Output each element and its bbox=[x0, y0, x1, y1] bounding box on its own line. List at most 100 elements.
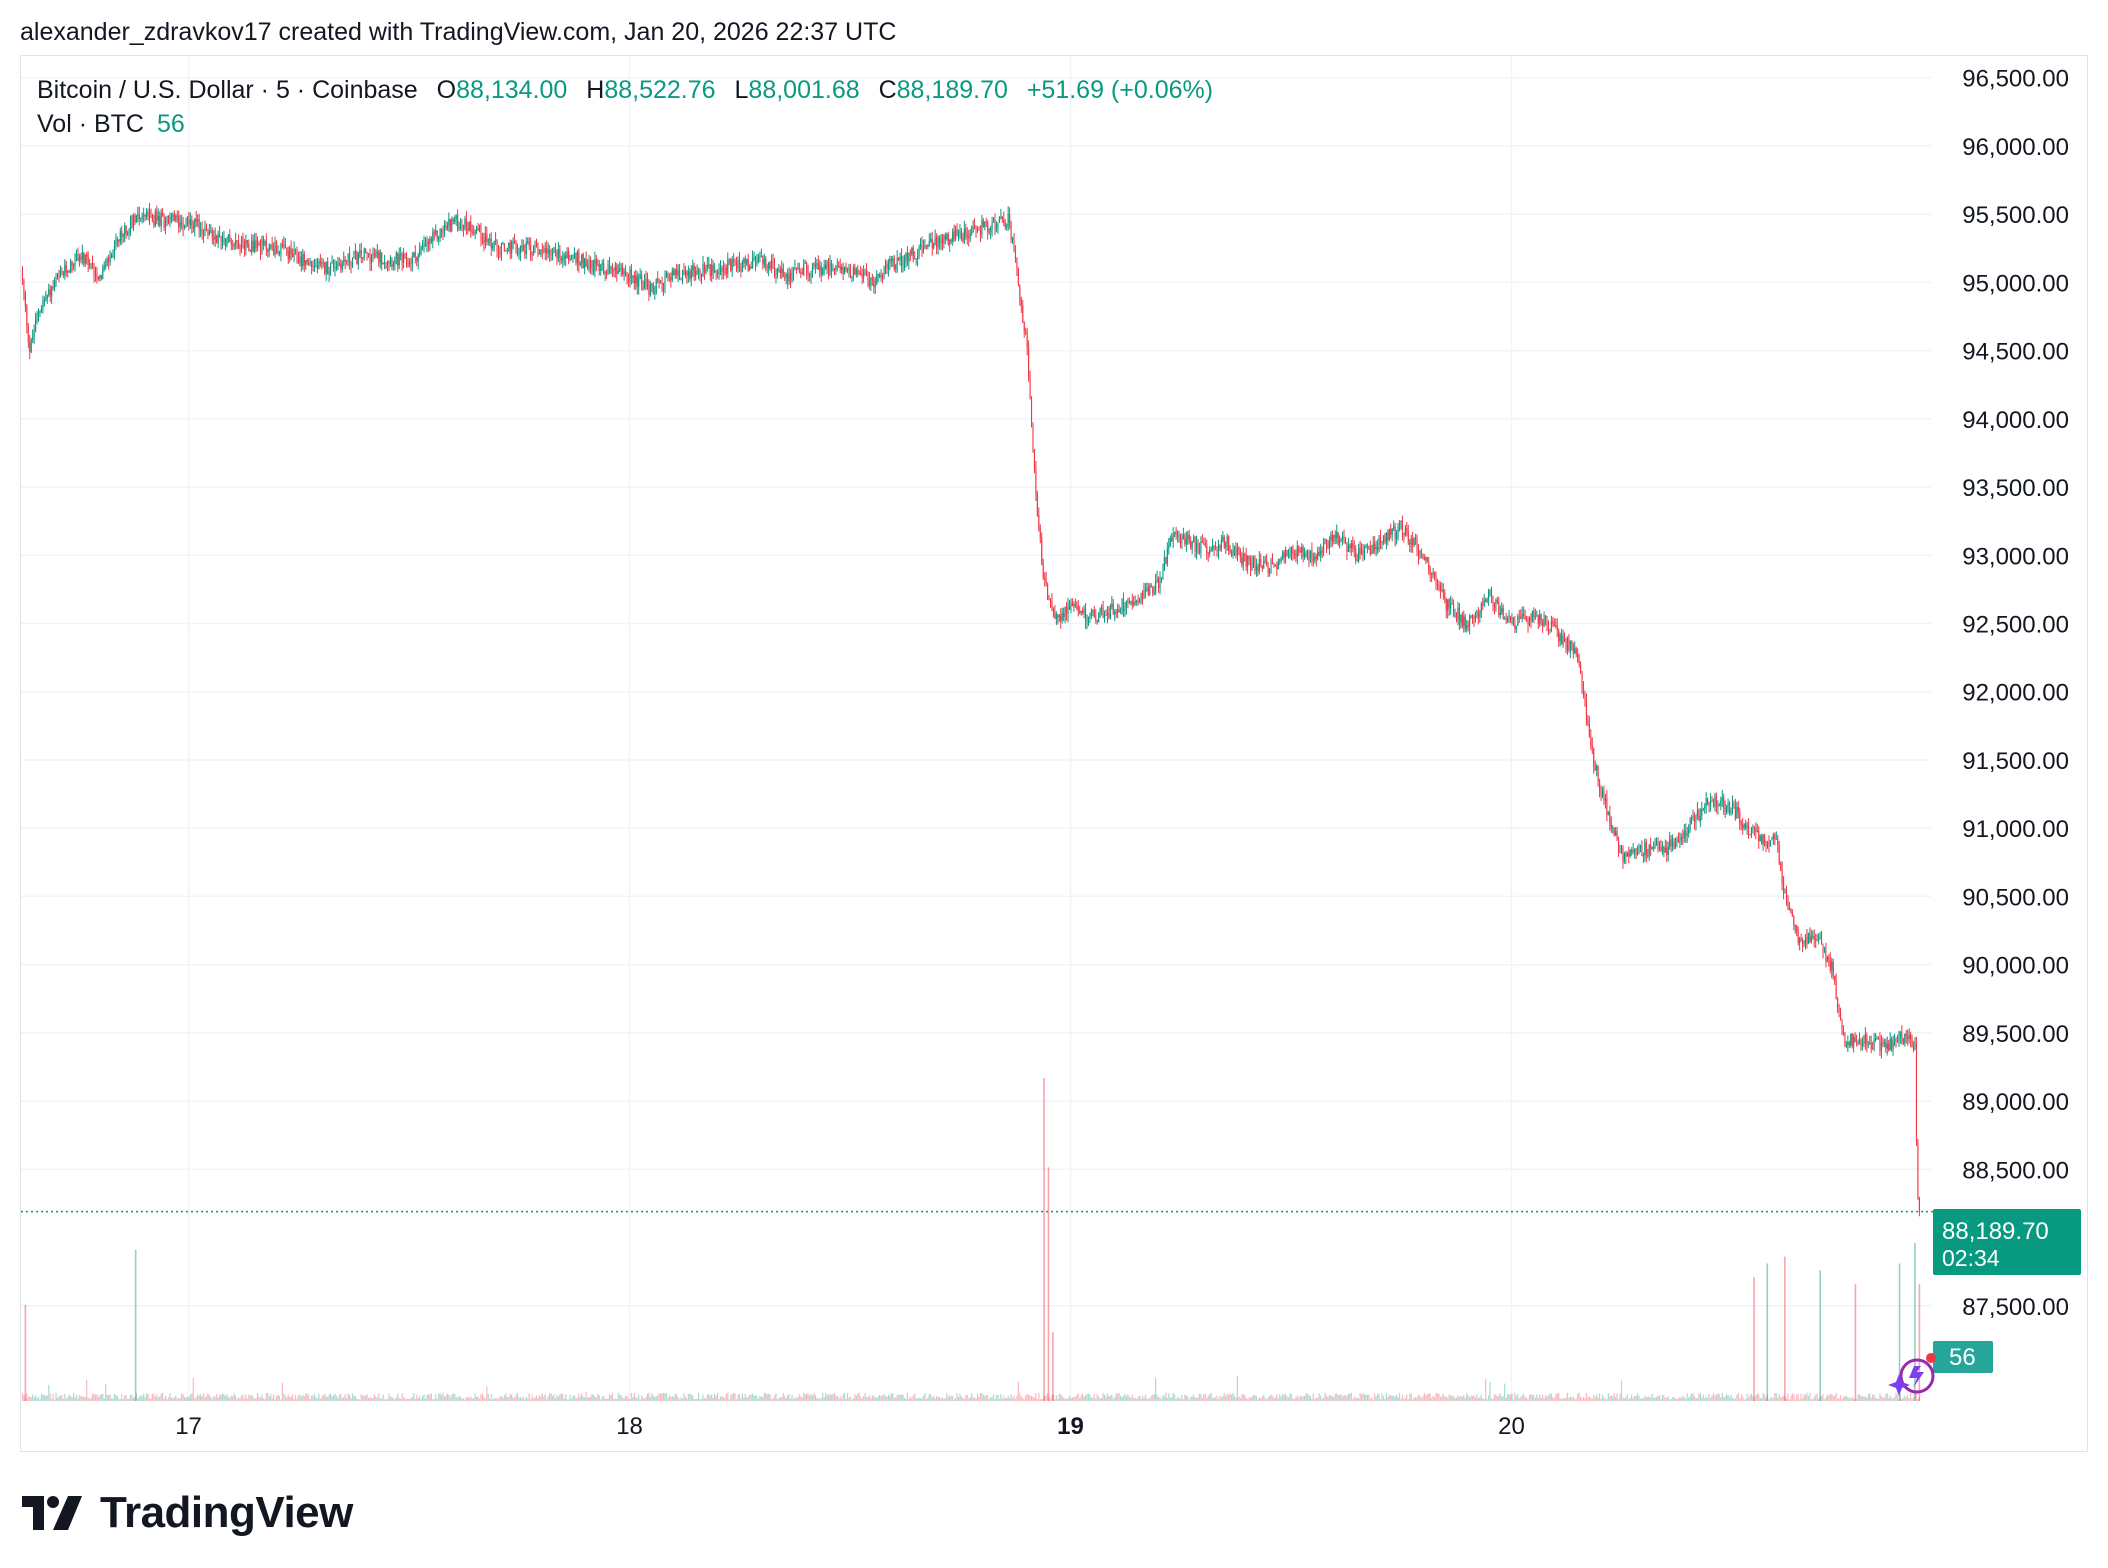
candle-body bbox=[1049, 599, 1052, 601]
candle-body bbox=[1143, 590, 1145, 599]
candle-body bbox=[956, 229, 958, 236]
candle-body bbox=[1350, 543, 1352, 549]
volume-bar bbox=[398, 1398, 400, 1401]
volume-bar bbox=[173, 1397, 175, 1401]
candle-body bbox=[347, 253, 349, 262]
volume-bar bbox=[1829, 1393, 1831, 1401]
candle-body bbox=[191, 219, 193, 226]
volume-bar bbox=[1052, 1394, 1055, 1401]
volume-bar bbox=[1247, 1398, 1249, 1401]
candle-body bbox=[1825, 949, 1827, 962]
candle-body bbox=[223, 238, 225, 240]
volume-bar bbox=[251, 1394, 253, 1401]
candle-body bbox=[1191, 541, 1193, 548]
volume-bar bbox=[1850, 1398, 1852, 1401]
tradingview-logo[interactable]: TradingView bbox=[22, 1488, 353, 1538]
volume-bar bbox=[423, 1394, 425, 1401]
volume-bar bbox=[1407, 1399, 1409, 1401]
candle-body bbox=[915, 258, 917, 260]
volume-bar bbox=[1873, 1394, 1875, 1401]
candle-body bbox=[645, 278, 647, 287]
candle-body bbox=[937, 236, 939, 247]
candle-body bbox=[664, 276, 666, 289]
volume-bar bbox=[271, 1397, 273, 1401]
volume-bar bbox=[440, 1395, 443, 1401]
candle-body bbox=[1553, 623, 1555, 626]
volume-bar bbox=[435, 1394, 437, 1401]
volume-bar bbox=[200, 1394, 202, 1401]
candle-body bbox=[373, 253, 375, 257]
candle-body bbox=[1590, 737, 1592, 746]
volume-bar bbox=[1855, 1398, 1858, 1401]
candle-body bbox=[1210, 549, 1212, 551]
volume-bar bbox=[1727, 1394, 1729, 1401]
volume-bar bbox=[1318, 1393, 1320, 1401]
volume-bar bbox=[921, 1398, 923, 1401]
volume-bar bbox=[1391, 1396, 1393, 1401]
volume-bar bbox=[508, 1396, 510, 1401]
candle-body bbox=[1820, 937, 1823, 944]
candle-body bbox=[1626, 852, 1628, 857]
volume-bar bbox=[287, 1394, 289, 1401]
volume-label[interactable]: Vol · BTC bbox=[37, 110, 144, 138]
volume-bar bbox=[1099, 1398, 1101, 1401]
volume-bar bbox=[992, 1394, 995, 1401]
candle-body bbox=[795, 267, 797, 269]
volume-bar bbox=[1556, 1392, 1558, 1401]
volume-bar bbox=[233, 1393, 235, 1401]
volume-bar bbox=[481, 1393, 484, 1401]
volume-bar bbox=[86, 1379, 88, 1401]
volume-bar bbox=[1287, 1397, 1290, 1401]
candle-body bbox=[1283, 552, 1285, 558]
symbol-title[interactable]: Bitcoin / U.S. Dollar · 5 · Coinbase bbox=[37, 76, 418, 104]
candle-body bbox=[806, 262, 808, 273]
volume-bar bbox=[641, 1395, 643, 1401]
candle-body bbox=[883, 266, 885, 278]
price-tick-label: 95,500.00 bbox=[1962, 202, 2069, 229]
chart-pane[interactable]: 96,500.00 96,000.00 95,500.00 95,000.00 94,5… bbox=[20, 55, 2088, 1452]
candle-body bbox=[1882, 1042, 1884, 1045]
volume-bar bbox=[798, 1394, 800, 1401]
volume-bar bbox=[1698, 1393, 1700, 1401]
candle-body bbox=[1379, 537, 1382, 543]
volume-bar bbox=[410, 1398, 412, 1401]
volume-bar bbox=[194, 1398, 196, 1401]
volume-bar bbox=[808, 1395, 811, 1401]
candlestick-chart[interactable]: 96,500.0096,000.0095,500.0095,000.0094,5… bbox=[21, 56, 2087, 1451]
volume-bar bbox=[446, 1393, 449, 1401]
candle-body bbox=[684, 271, 686, 275]
candle-body bbox=[1339, 539, 1341, 545]
candle-body bbox=[1508, 616, 1510, 619]
candle-body bbox=[445, 225, 447, 229]
candle-body bbox=[1007, 214, 1009, 226]
candle-body bbox=[465, 218, 467, 228]
candle-body bbox=[1290, 546, 1293, 555]
candle-body bbox=[1721, 797, 1723, 801]
candle-body bbox=[1572, 645, 1574, 653]
volume-bar bbox=[1542, 1395, 1544, 1401]
ai-assistant-icon[interactable] bbox=[1888, 1353, 1936, 1396]
volume-bar bbox=[1045, 1395, 1047, 1401]
candle-body bbox=[924, 245, 926, 248]
candle-body bbox=[1764, 834, 1766, 845]
volume-bar bbox=[639, 1399, 641, 1401]
candle-body bbox=[404, 253, 406, 255]
volume-bar bbox=[1565, 1397, 1567, 1401]
candle-body bbox=[921, 244, 923, 253]
candle-body bbox=[884, 263, 887, 267]
candle-body bbox=[1011, 237, 1014, 241]
volume-bar bbox=[976, 1393, 979, 1401]
candle-body bbox=[711, 264, 713, 277]
volume-bar bbox=[528, 1393, 530, 1401]
candle-body bbox=[833, 268, 835, 270]
volume-bar bbox=[589, 1396, 592, 1401]
candle-body bbox=[642, 282, 644, 290]
candle-body bbox=[855, 269, 857, 275]
candle-body bbox=[162, 212, 164, 217]
volume-bar bbox=[1258, 1397, 1260, 1401]
candle-body bbox=[680, 279, 682, 281]
candle-body bbox=[1810, 936, 1812, 942]
candle-body bbox=[627, 276, 630, 282]
volume-bar bbox=[814, 1394, 817, 1401]
candle-body bbox=[202, 234, 205, 236]
